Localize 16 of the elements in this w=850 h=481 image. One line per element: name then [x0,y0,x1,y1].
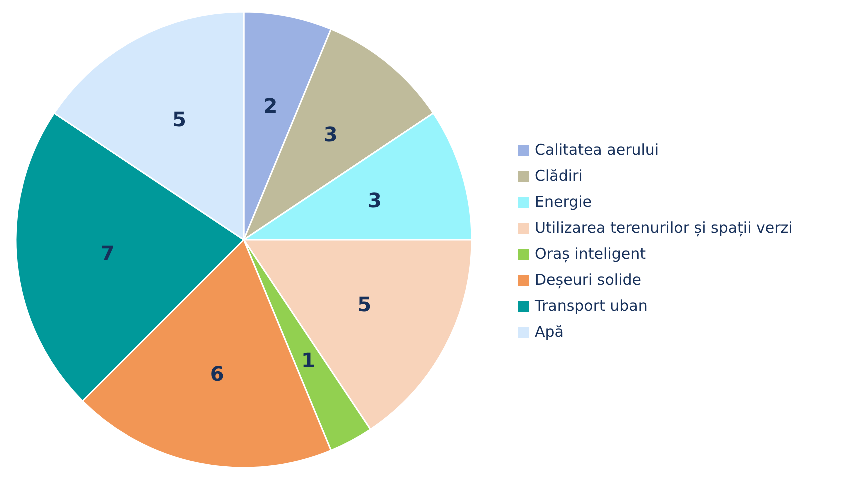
legend-label: Energie [535,192,592,210]
legend-label: Oraș inteligent [535,244,646,262]
legend-label: Clădiri [535,166,583,184]
legend-label: Utilizarea terenurilor și spații verzi [535,218,793,236]
data-label: 5 [358,292,372,316]
legend-label: Deșeuri solide [535,270,642,288]
data-label: 6 [210,362,224,386]
data-label: 5 [172,107,186,132]
data-label: 7 [100,241,115,266]
legend-label: Transport uban [535,296,648,314]
legend-label: Calitatea aerului [535,140,660,158]
data-label: 2 [264,94,278,118]
data-label: 3 [368,188,382,212]
data-label: 1 [302,348,316,373]
data-label: 3 [324,122,338,146]
legend-label: Apă [535,322,564,340]
